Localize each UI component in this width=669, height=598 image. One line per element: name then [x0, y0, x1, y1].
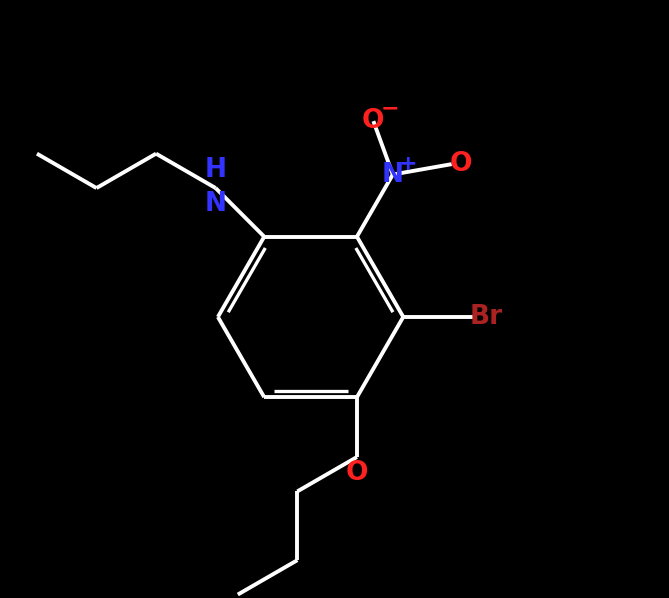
Text: O: O — [346, 460, 368, 486]
Text: O: O — [450, 151, 472, 177]
Text: +: + — [399, 154, 417, 174]
Text: N: N — [205, 191, 227, 217]
Text: −: − — [381, 98, 399, 118]
Text: N: N — [382, 161, 404, 188]
Text: Br: Br — [469, 304, 502, 330]
Text: H: H — [205, 157, 227, 183]
Text: O: O — [362, 108, 385, 134]
